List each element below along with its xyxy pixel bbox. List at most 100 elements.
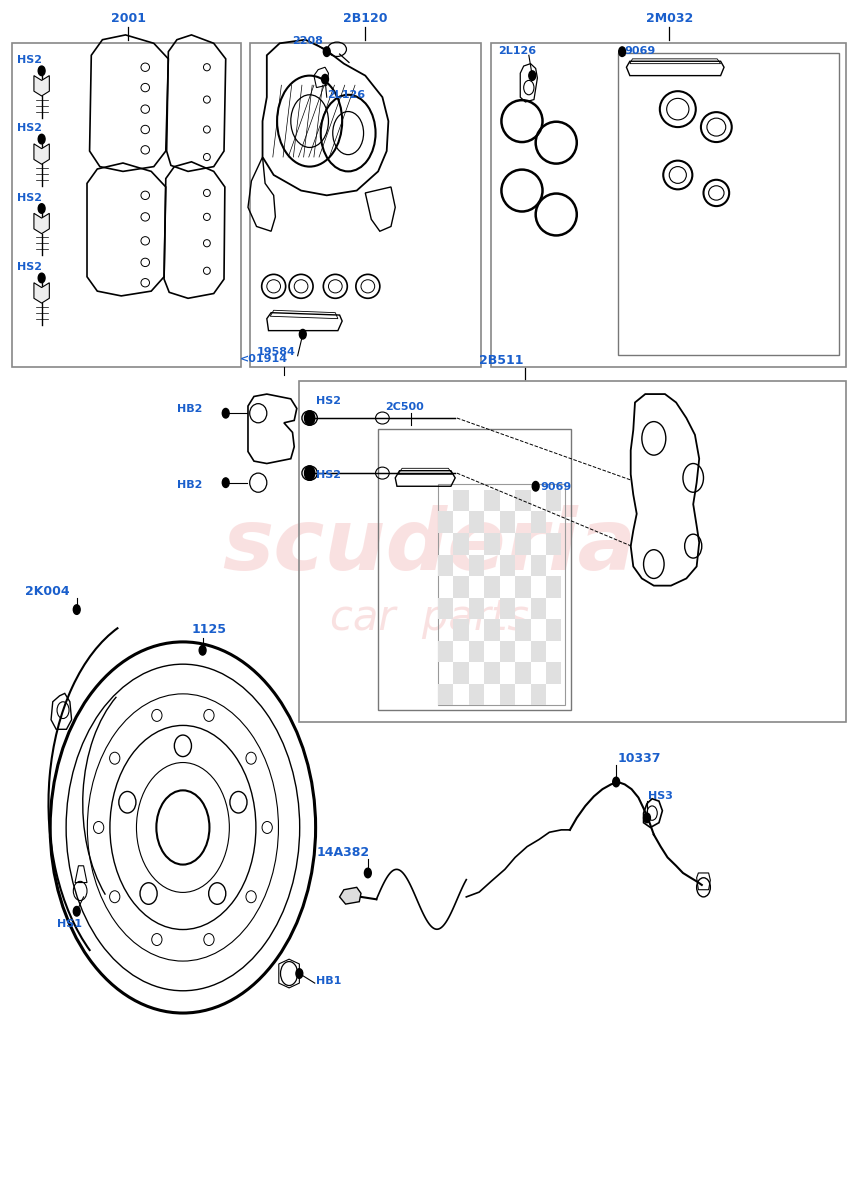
Text: HB2: HB2 [177, 480, 202, 490]
Circle shape [612, 778, 619, 787]
Bar [438, 554, 454, 576]
Bar [515, 490, 531, 511]
Text: 2K004: 2K004 [26, 584, 70, 598]
Bar [454, 619, 469, 641]
Circle shape [222, 478, 229, 487]
Circle shape [199, 646, 206, 655]
Polygon shape [339, 887, 361, 904]
Bar [469, 554, 484, 576]
Text: HS2: HS2 [17, 262, 42, 272]
Bar [454, 533, 469, 554]
Bar [546, 533, 562, 554]
Bar [546, 662, 562, 684]
Text: HB1: HB1 [316, 976, 342, 985]
Bar [438, 641, 454, 662]
Text: HS2: HS2 [316, 396, 342, 406]
Bar [515, 533, 531, 554]
Circle shape [533, 481, 539, 491]
Bar [484, 490, 500, 511]
Polygon shape [34, 76, 49, 96]
Text: HS2: HS2 [316, 470, 342, 480]
Bar [12, 43, 241, 366]
Bar [500, 554, 515, 576]
Text: 2B511: 2B511 [479, 354, 524, 366]
Polygon shape [34, 283, 49, 304]
Circle shape [529, 71, 536, 80]
Circle shape [321, 74, 328, 84]
Bar [531, 684, 546, 706]
Text: HS1: HS1 [57, 919, 82, 929]
Bar [438, 511, 454, 533]
Circle shape [364, 868, 371, 877]
Bar [469, 684, 484, 706]
Text: 2M032: 2M032 [646, 12, 693, 25]
Text: 2C500: 2C500 [385, 402, 423, 412]
Text: <01914: <01914 [240, 354, 288, 364]
Text: car  parts: car parts [330, 596, 529, 638]
Text: 2B120: 2B120 [343, 12, 387, 25]
Bar [454, 490, 469, 511]
Bar [500, 598, 515, 619]
Bar [546, 490, 562, 511]
Text: HS2: HS2 [17, 55, 42, 65]
Circle shape [38, 204, 45, 214]
Bar [250, 43, 481, 366]
Bar [438, 484, 564, 706]
Circle shape [38, 134, 45, 144]
Circle shape [296, 968, 302, 978]
Bar [500, 684, 515, 706]
Bar [618, 53, 838, 354]
Bar [484, 662, 500, 684]
Text: scuderia: scuderia [222, 505, 637, 588]
Circle shape [222, 408, 229, 418]
Circle shape [73, 906, 80, 916]
Text: 10337: 10337 [618, 752, 661, 766]
Bar [531, 598, 546, 619]
Text: 19584: 19584 [257, 347, 295, 356]
Bar [484, 533, 500, 554]
Bar [454, 576, 469, 598]
Bar [546, 619, 562, 641]
Bar [546, 576, 562, 598]
Polygon shape [34, 144, 49, 164]
Text: HB2: HB2 [177, 404, 202, 414]
Text: HS2: HS2 [17, 192, 42, 203]
Circle shape [73, 605, 80, 614]
Text: 9069: 9069 [541, 482, 572, 492]
Bar [531, 641, 546, 662]
Bar [438, 598, 454, 619]
Bar [484, 576, 500, 598]
Bar [484, 619, 500, 641]
Bar [515, 662, 531, 684]
Text: HS3: HS3 [648, 791, 673, 802]
Text: 14A382: 14A382 [316, 846, 369, 859]
Circle shape [643, 814, 650, 823]
Bar [469, 511, 484, 533]
Bar [531, 554, 546, 576]
Bar [454, 662, 469, 684]
Circle shape [38, 66, 45, 76]
Circle shape [304, 410, 314, 425]
Text: 2001: 2001 [111, 12, 146, 25]
Circle shape [38, 274, 45, 283]
Bar [500, 511, 515, 533]
Bar [515, 576, 531, 598]
Circle shape [323, 47, 330, 56]
Text: 1125: 1125 [192, 623, 227, 636]
Text: HS2: HS2 [17, 124, 42, 133]
Bar [500, 641, 515, 662]
Polygon shape [34, 214, 49, 234]
Text: 2L126: 2L126 [498, 47, 536, 56]
Bar [469, 598, 484, 619]
Bar [531, 511, 546, 533]
Bar [469, 641, 484, 662]
Bar [378, 428, 570, 710]
Circle shape [299, 330, 306, 340]
Text: 9069: 9069 [624, 47, 656, 56]
Bar [438, 684, 454, 706]
Bar [491, 43, 846, 366]
Text: 2L126: 2L126 [326, 90, 365, 100]
Bar [515, 619, 531, 641]
Text: 2208: 2208 [293, 36, 323, 46]
Circle shape [304, 466, 314, 480]
